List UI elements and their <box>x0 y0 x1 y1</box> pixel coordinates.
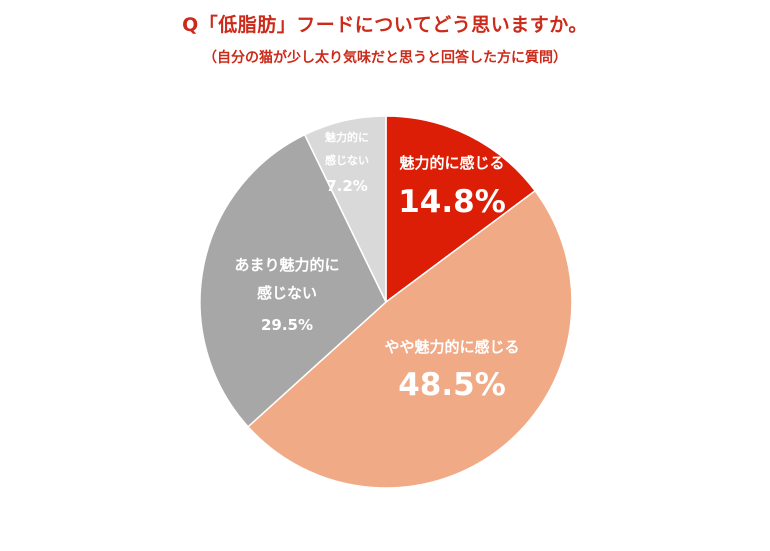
slice-3-label: あまり魅力的に <box>234 256 339 274</box>
slice-3-value: 29.5% <box>261 316 313 334</box>
slice-4-value: 7.2% <box>326 177 368 195</box>
slice-2-label: やや魅力的に感じる <box>384 338 519 356</box>
pie-slice-4 <box>303 115 387 303</box>
slice-1-value: 14.8% <box>398 184 506 220</box>
slice-1-label: 魅力的に感じる <box>399 154 504 172</box>
pie-labels: 魅力的に感じる14.8%やや魅力的に感じる48.5%あまり魅力的に感じない29.… <box>234 130 519 403</box>
pie-slices <box>199 115 573 489</box>
slice-2-value: 48.5% <box>398 367 506 403</box>
slice-4-label: 感じない <box>325 153 369 167</box>
chart-subtitle: （自分の猫が少し太り気味だと思うと回答した方に質問） <box>203 50 567 66</box>
pie-slice-1 <box>385 115 537 304</box>
slice-3-label: 感じない <box>257 284 317 302</box>
chart-title: Q「低脂肪」フードについてどう思いますか。 <box>182 14 588 36</box>
pie-slice-2 <box>246 189 573 489</box>
slice-4-label: 魅力的に <box>325 130 369 144</box>
